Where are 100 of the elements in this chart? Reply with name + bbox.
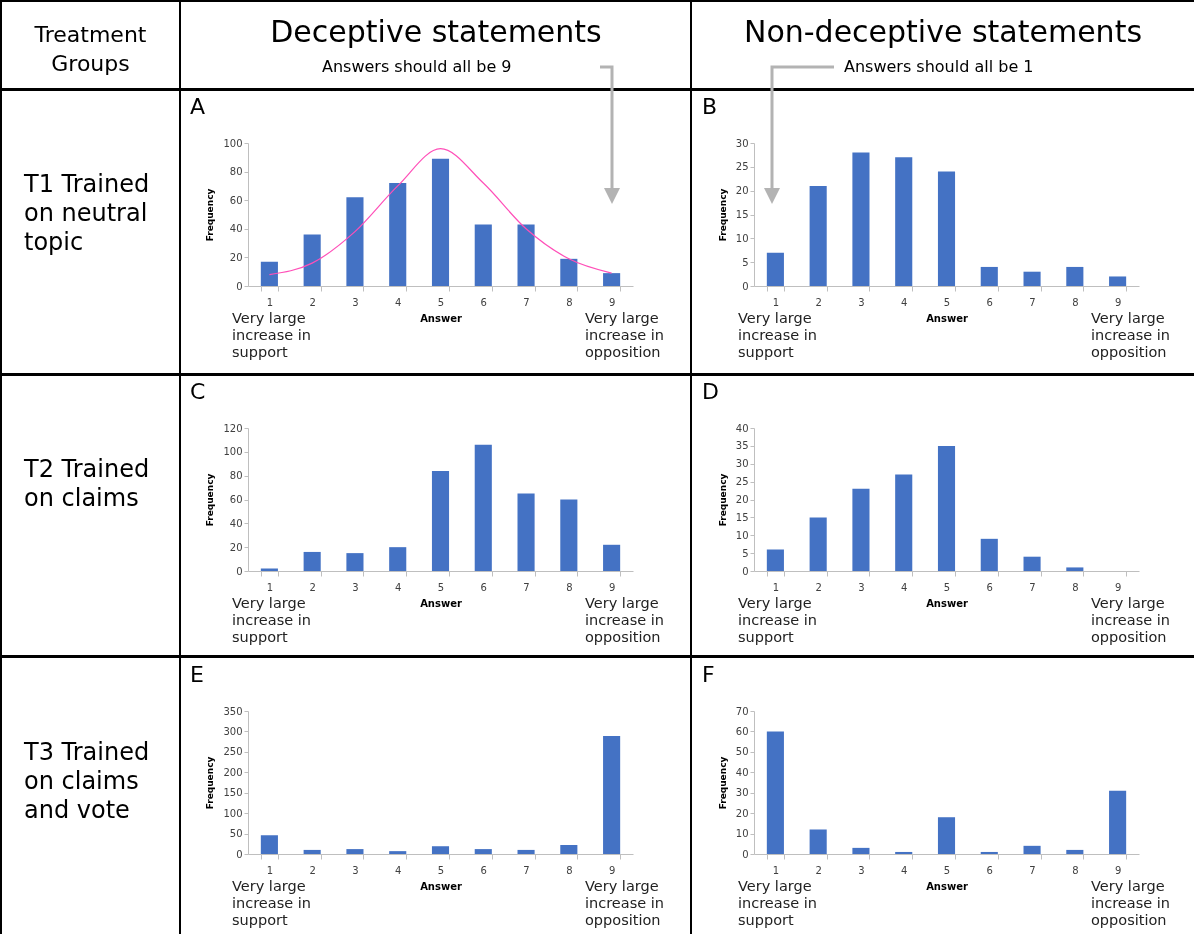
text: Deceptive statements (269, 14, 603, 49)
x-tick-label: 2 (815, 581, 822, 593)
x-tick-label: 4 (395, 581, 402, 593)
y-tick-label: 50 (229, 828, 243, 840)
bar (346, 553, 364, 571)
text: Very large increase in support (232, 595, 312, 646)
y-tick-label: 0 (742, 280, 749, 292)
bar (852, 488, 870, 571)
bar (389, 547, 407, 571)
bar (603, 273, 621, 286)
x-tick-label: 2 (815, 864, 822, 876)
y-tick-label: 5 (742, 256, 749, 268)
y-tick-label: 350 (223, 705, 243, 717)
y-tick-label: 60 (229, 494, 243, 505)
text: T1 Trained on neutral topic (24, 170, 151, 257)
bar (603, 735, 621, 854)
x-tick-label: 8 (566, 296, 573, 308)
text: Very large increase in opposition (585, 878, 665, 929)
text: Very large increase in opposition (1091, 310, 1171, 361)
x-tick-label: 4 (901, 581, 908, 593)
text: Treatment Groups (33, 21, 148, 78)
x-tick-label: 9 (1114, 864, 1122, 876)
bar (431, 158, 450, 286)
x-tick-label: 6 (986, 296, 993, 308)
x-tick-label: 5 (943, 296, 951, 308)
bar (474, 224, 492, 286)
x-tick-label: 4 (901, 864, 908, 876)
bar (809, 185, 827, 286)
bar (346, 849, 364, 854)
x-tick-label: 9 (1114, 581, 1122, 593)
x-tick-label: 3 (858, 296, 865, 308)
text: T2 Trained on claims (24, 455, 151, 513)
x-tick-label: 5 (437, 864, 445, 876)
bar (980, 266, 998, 286)
x-axis-title: Answer (926, 597, 968, 609)
x-tick-label: 6 (986, 581, 993, 593)
bar (980, 851, 998, 854)
chart-title: D (702, 379, 719, 404)
x-tick-label: 4 (395, 296, 402, 308)
x-axis-title: Answer (926, 312, 968, 324)
x-tick-label: 5 (437, 296, 445, 308)
chart-title: F (702, 662, 715, 687)
text: Very large increase in opposition (1091, 878, 1171, 929)
bar (260, 835, 278, 854)
y-tick-label: 20 (735, 494, 749, 505)
bar (560, 499, 578, 571)
text: Very large increase in support (738, 878, 818, 929)
x-tick-label: 2 (309, 296, 316, 308)
bar (517, 849, 535, 854)
bar (809, 829, 827, 854)
bar (766, 731, 784, 854)
x-tick-label: 8 (566, 581, 573, 593)
bar (303, 849, 321, 854)
bar (346, 197, 364, 286)
bar (895, 851, 913, 854)
y-tick-label: 20 (229, 251, 243, 263)
y-tick-label: 20 (735, 807, 749, 819)
x-tick-label: 7 (523, 296, 530, 308)
x-tick-label: 8 (1072, 581, 1079, 593)
x-tick-label: 3 (352, 581, 359, 593)
y-tick-label: 0 (236, 280, 243, 292)
bar (560, 845, 578, 854)
x-tick-label: 6 (480, 296, 487, 308)
bar (474, 849, 492, 854)
bar (852, 847, 870, 854)
y-tick-label: 60 (735, 725, 749, 737)
x-tick-label: 3 (352, 864, 359, 876)
bar (895, 474, 913, 571)
y-tick-label: 0 (236, 565, 243, 577)
x-tick-label: 8 (1072, 864, 1079, 876)
chart-title: A (190, 94, 206, 119)
y-tick-label: 0 (236, 848, 243, 860)
bar (603, 544, 621, 571)
x-tick-label: 4 (901, 296, 908, 308)
x-tick-label: 3 (352, 296, 359, 308)
x-axis-title: Answer (420, 880, 462, 892)
x-tick-label: 2 (309, 581, 316, 593)
y-tick-label: 80 (229, 166, 243, 178)
x-tick-label: 6 (480, 581, 487, 593)
bar (1023, 845, 1041, 854)
text: Very large increase in support (738, 310, 818, 361)
x-tick-label: 8 (1072, 296, 1079, 308)
text: Very large increase in opposition (585, 595, 665, 646)
bar (517, 493, 535, 571)
y-tick-label: 40 (229, 517, 243, 529)
bar (431, 470, 450, 571)
x-tick-label: 5 (437, 581, 445, 593)
bar (1023, 271, 1041, 286)
y-tick-label: 60 (229, 194, 243, 206)
y-tick-label: 25 (735, 161, 749, 173)
y-axis-title: Frequency (205, 756, 216, 810)
x-tick-label: 4 (395, 864, 402, 876)
bar (389, 183, 407, 286)
x-tick-label: 9 (608, 864, 616, 876)
y-tick-label: 40 (735, 766, 749, 778)
x-tick-label: 1 (266, 864, 274, 876)
y-axis-title: Frequency (205, 188, 216, 242)
text: Answers should all be 1 (844, 57, 1034, 76)
x-tick-label: 2 (309, 864, 316, 876)
y-tick-label: 35 (735, 440, 749, 452)
